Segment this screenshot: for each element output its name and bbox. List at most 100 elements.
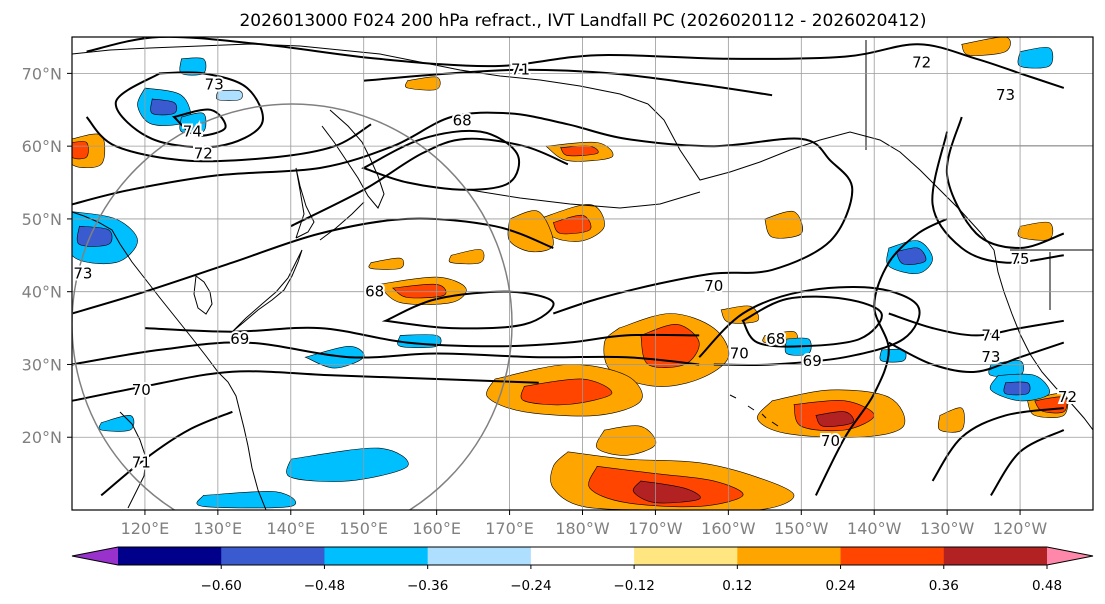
- ivt-shade-region: [815, 411, 854, 427]
- refractivity-contour-71: [363, 68, 773, 97]
- ivt-shade-region: [150, 98, 178, 116]
- colorbar: −0.60 −0.48 −0.36 −0.24 −0.12 0.12 0.24 0.36 0.4…: [71, 546, 1094, 594]
- contour-label: 72: [912, 53, 931, 71]
- landfall-region-circle: [72, 103, 513, 510]
- colorbar-tick-label: −0.36: [407, 578, 448, 594]
- lat-lon-gridlines: [72, 37, 1093, 510]
- y-tick-label: 50°N: [22, 210, 62, 229]
- y-tick-label: 20°N: [22, 428, 62, 447]
- colorbar-bin: [530, 547, 635, 565]
- ivt-shade-region: [391, 283, 447, 299]
- refractivity-contour-68: [361, 129, 520, 191]
- colorbar-tick-label: 0.12: [722, 578, 752, 594]
- ivt-shade-region: [559, 145, 599, 157]
- ivt-shade-region: [1017, 47, 1054, 69]
- coastline-siberia: [72, 43, 649, 105]
- contour-label: 70: [821, 432, 840, 450]
- ivt-shade-region: [368, 257, 405, 270]
- refractivity-contour-70: [72, 341, 700, 366]
- x-tick-label: 130°E: [194, 519, 243, 538]
- contour-label: 73: [996, 86, 1015, 104]
- x-tick-label: 130°W: [920, 519, 975, 538]
- refractivity-contour-74: [171, 108, 227, 137]
- contour-label: 71: [511, 61, 530, 79]
- contour-label: 74: [183, 123, 202, 141]
- ivt-shade-region: [1003, 381, 1031, 396]
- contour-label: 68: [365, 283, 384, 301]
- x-tick-label: 120°E: [121, 519, 170, 538]
- colorbar-tick-label: 0.48: [1032, 578, 1062, 594]
- refractivity-contour-75: [931, 131, 1064, 264]
- ivt-shade-region: [520, 378, 613, 406]
- coastline-alaska: [647, 103, 995, 251]
- contour-label: 70: [132, 381, 151, 399]
- contour-label: 70: [730, 345, 749, 363]
- contour-label: 69: [803, 352, 822, 370]
- ivt-shade-region: [961, 37, 1011, 56]
- y-tick-label: 40°N: [22, 283, 62, 302]
- y-tick-label: 70°N: [22, 64, 62, 83]
- refractivity-contour-73: [931, 407, 1064, 482]
- colorbar-tick-label: 0.36: [929, 578, 959, 594]
- colorbar-tick-label: −0.60: [201, 578, 242, 594]
- contour-label: 68: [766, 330, 785, 348]
- figure-title: 2026013000 F024 200 hPa refract., IVT La…: [239, 11, 926, 31]
- contour-label: 72: [1058, 388, 1077, 406]
- refractivity-contour-72: [945, 116, 1065, 250]
- colorbar-bin: [737, 547, 842, 565]
- contour-label: 72: [194, 144, 213, 162]
- refractivity-contour-69: [144, 326, 700, 348]
- y-tick-label: 30°N: [22, 355, 62, 374]
- x-tick-label: 140°W: [847, 519, 902, 538]
- coastline-hokkaido-sakhalin: [295, 167, 315, 239]
- colorbar-tick-label: −0.48: [304, 578, 345, 594]
- x-tick-label: 170°W: [628, 519, 683, 538]
- x-tick-label: 160°E: [412, 519, 461, 538]
- refractivity-contour-74: [888, 312, 1064, 337]
- refractivity-contour-72: [86, 37, 1065, 89]
- ivt-shade-region: [286, 447, 409, 482]
- ivt-shade-region: [632, 480, 701, 504]
- contour-label: 69: [230, 330, 249, 348]
- colorbar-bin: [943, 547, 1048, 565]
- colorbar-bin: [427, 547, 532, 565]
- x-tick-label: 150°W: [774, 519, 829, 538]
- contour-label: 71: [132, 454, 151, 472]
- contour-label: 73: [73, 265, 92, 283]
- refractivity-contour-layer: [72, 37, 1065, 497]
- coastline-japan: [231, 249, 303, 333]
- refractivity-contour-73: [888, 341, 1065, 373]
- ivt-shade-region: [215, 89, 243, 101]
- colorbar-tick-label: −0.24: [510, 578, 551, 594]
- colorbar-bin: [221, 547, 325, 565]
- coastline-kuril-aleutians: [319, 189, 701, 241]
- ivt-shade-region: [937, 407, 965, 433]
- coastline-east-asia: [72, 211, 267, 510]
- contour-label: 70: [704, 277, 723, 295]
- y-tick-label: 60°N: [22, 137, 62, 156]
- x-tick-label: 180°W: [555, 519, 610, 538]
- colorbar-outline: [71, 546, 1094, 566]
- ivt-shade-region: [552, 214, 592, 235]
- contour-labels: 73 71 72 73 74 72 68 75 73 68 70 69 68 69 70 74 73 70 70 71…: [72, 51, 1079, 473]
- ivt-shade-region: [98, 415, 135, 432]
- refractivity-contour-73: [114, 71, 264, 149]
- ivt-shade-region: [895, 247, 927, 265]
- colorbar-bin: [634, 547, 738, 565]
- ivt-shade-region: [72, 141, 89, 160]
- colorbar-bin: [324, 547, 429, 565]
- ivt-shade-region: [448, 249, 485, 265]
- contour-label: 74: [981, 326, 1000, 344]
- ivt-shade-region: [76, 225, 113, 247]
- ivt-shade-region: [596, 425, 657, 456]
- refractivity-contour-71: [100, 410, 233, 497]
- x-tick-label: 150°E: [339, 519, 388, 538]
- longitude-tick-labels: 120°E 130°E 140°E 150°E 160°E 170°E 180°W 170°W…: [121, 510, 1047, 538]
- contour-label: 73: [981, 348, 1000, 366]
- latitude-tick-labels: 20°N 30°N 40°N 50°N 60°N 70°N: [22, 64, 72, 447]
- ivt-shade-region: [507, 210, 554, 253]
- x-tick-label: 160°W: [701, 519, 756, 538]
- contour-label: 73: [205, 75, 224, 93]
- colorbar-extend-low: [72, 547, 118, 565]
